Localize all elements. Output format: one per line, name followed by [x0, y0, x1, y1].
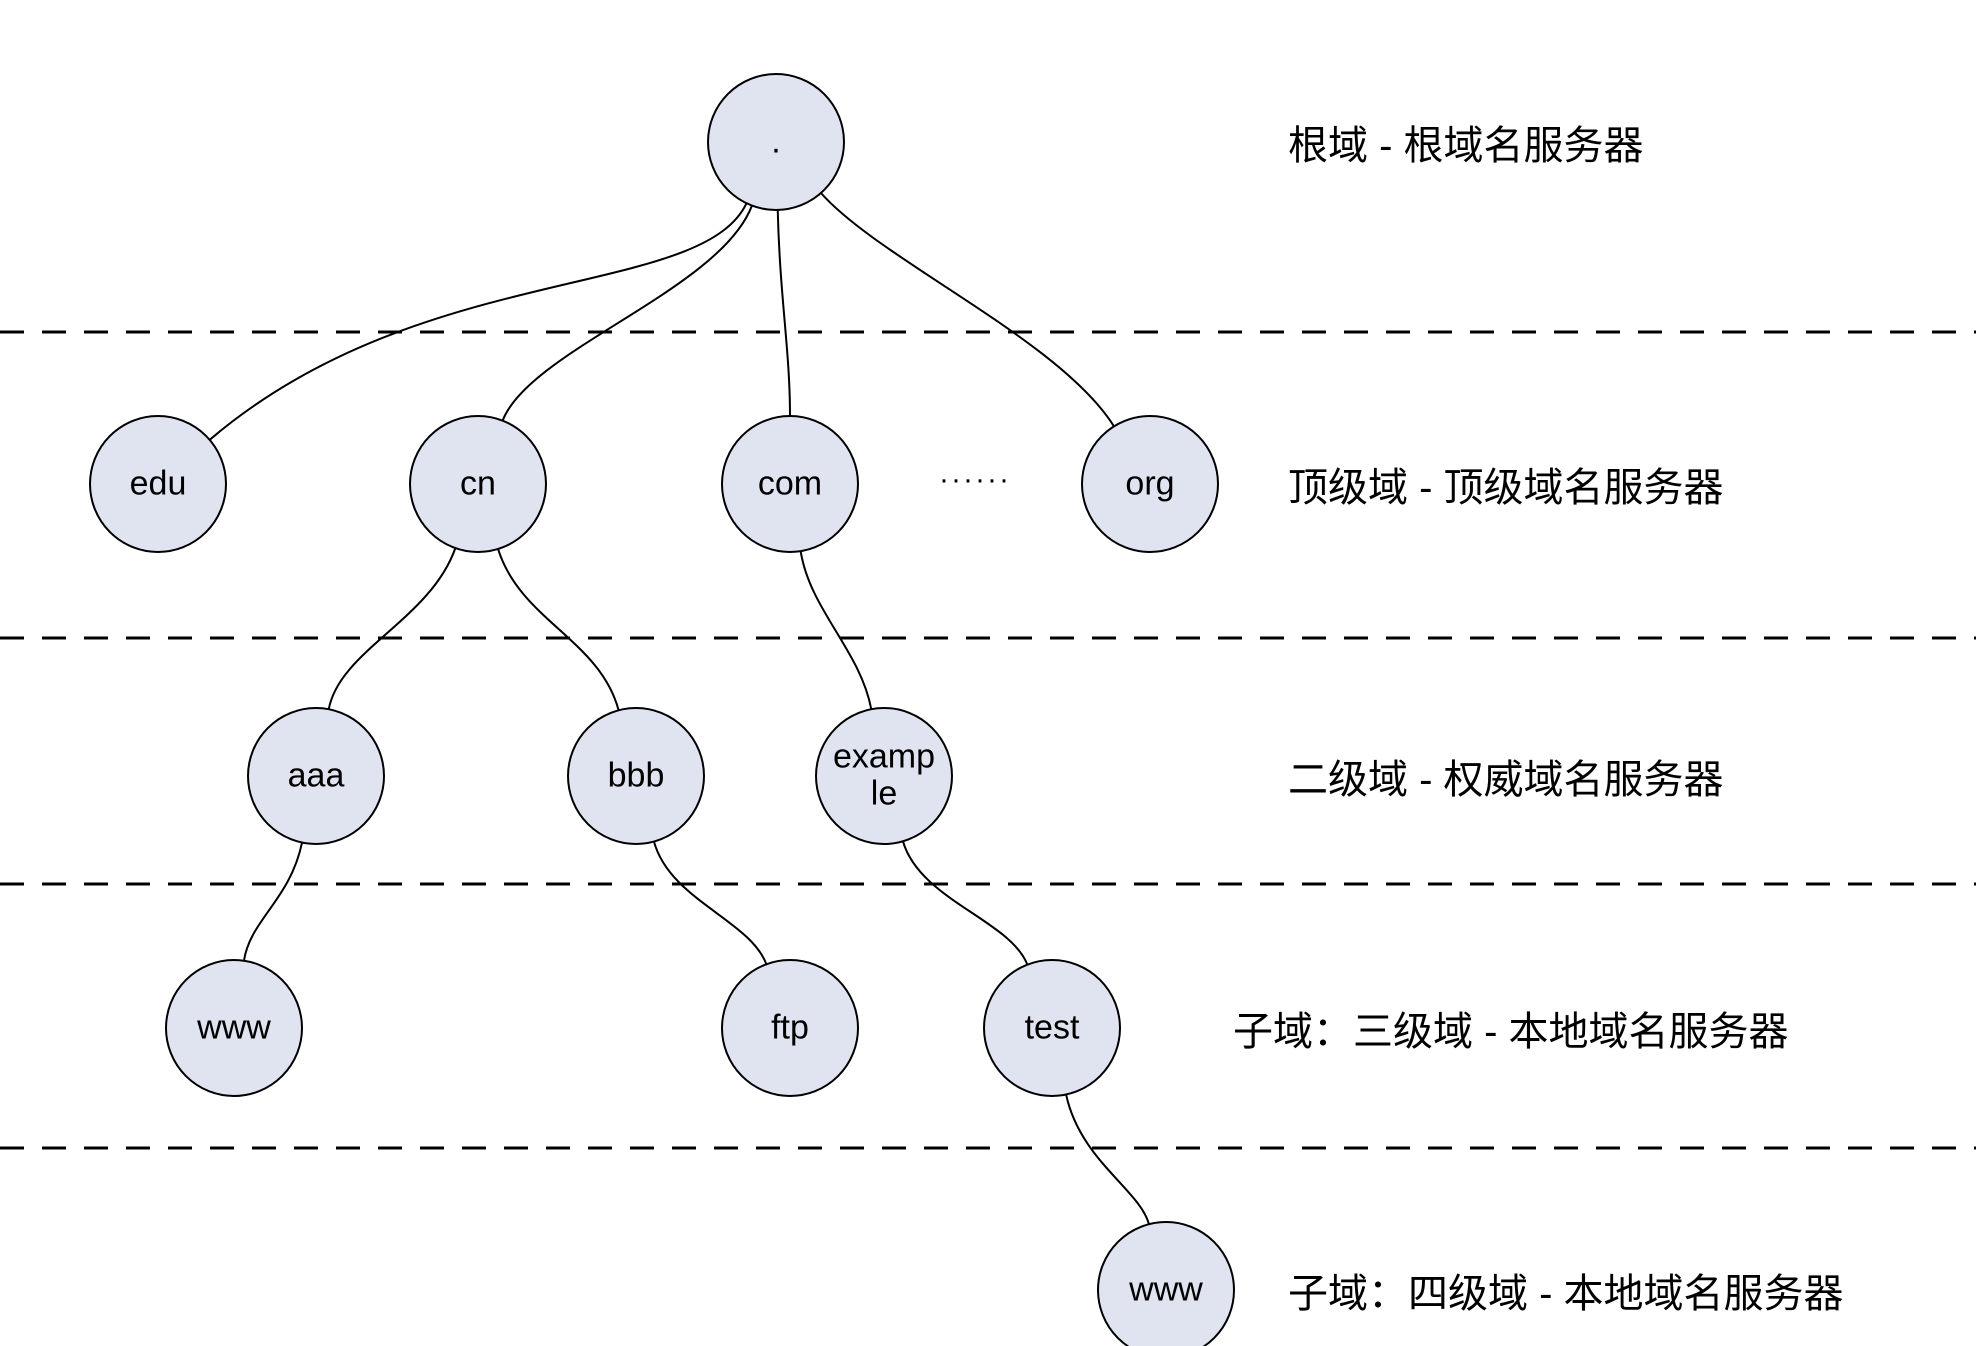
node-bbb — [568, 708, 704, 844]
tier-caption-1: 顶级域 - 顶级域名服务器 — [1288, 455, 1724, 513]
node-cn — [410, 416, 546, 552]
node-com — [722, 416, 858, 552]
node-edu — [90, 416, 226, 552]
node-root — [708, 74, 844, 210]
tier-caption-2: 二级域 - 权威域名服务器 — [1288, 747, 1724, 805]
node-test — [984, 960, 1120, 1096]
node-www2 — [1098, 1222, 1234, 1346]
tier-caption-0: 根域 - 根域名服务器 — [1288, 113, 1644, 171]
node-org — [1082, 416, 1218, 552]
tier-caption-3: 子域：三级域 - 本地域名服务器 — [1233, 999, 1789, 1057]
node-www1 — [166, 960, 302, 1096]
node-aaa — [248, 708, 384, 844]
tier-caption-4: 子域：四级域 - 本地域名服务器 — [1288, 1261, 1844, 1319]
node-example — [816, 708, 952, 844]
node-ftp — [722, 960, 858, 1096]
nodes-layer — [0, 0, 1976, 1346]
ellipsis: ······ — [939, 463, 1011, 497]
dns-tree-diagram: .educncomorgaaabbbexamp lewwwftptestwww·… — [0, 0, 1976, 1346]
